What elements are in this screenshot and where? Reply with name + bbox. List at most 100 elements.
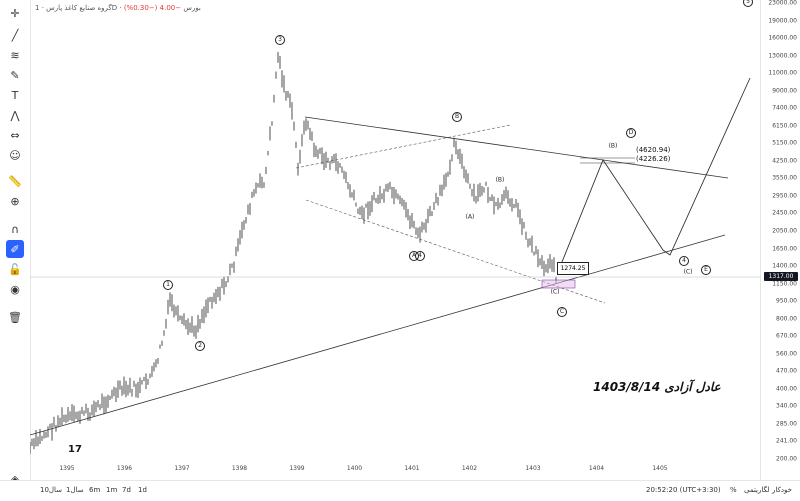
long-support-line bbox=[29, 234, 726, 436]
price-tick-label: 6150.00 bbox=[772, 122, 797, 130]
interval[interactable]: 1D bbox=[35, 4, 118, 12]
wave-label-3: 3 bbox=[275, 35, 285, 45]
time-tick-label: 1399 bbox=[289, 465, 305, 472]
symbol-header: گروه صنایع کاغذ پارس · 1D · بورس −4.00 (… bbox=[35, 4, 201, 12]
price-tick-label: 19000.00 bbox=[768, 17, 797, 25]
auto-toggle[interactable]: خودکار bbox=[772, 486, 792, 494]
price-tick-label: 241.00 bbox=[776, 437, 797, 445]
price-tick-label: 9000.00 bbox=[772, 87, 797, 95]
eye-icon[interactable]: ◉ bbox=[10, 282, 20, 296]
wave-label-4-overlap: 4 bbox=[415, 251, 425, 261]
wave-label-2: 2 bbox=[195, 341, 205, 351]
price-tick-label: 340.00 bbox=[776, 402, 797, 410]
emoji-icon[interactable]: ☺ bbox=[9, 148, 21, 162]
time-tick-label: 1397 bbox=[174, 465, 190, 472]
pattern-icon[interactable]: ⋀ bbox=[10, 108, 20, 122]
time-axis[interactable]: 1395 1396 1397 1398 1399 1400 1401 1402 1403 1404… bbox=[30, 455, 760, 480]
price-tick-label: 200.00 bbox=[776, 455, 797, 463]
time-tick-label: 1404 bbox=[588, 465, 605, 472]
range-10y[interactable]: 10سال bbox=[40, 486, 63, 494]
layers-icon[interactable]: ◈ bbox=[10, 472, 20, 486]
time-tick-label: 1395 bbox=[59, 465, 75, 472]
price-tick-label: 23000.00 bbox=[768, 0, 797, 7]
exchange: بورس bbox=[183, 4, 201, 12]
percent-toggle[interactable]: % bbox=[730, 486, 737, 494]
range-1y[interactable]: 1سال bbox=[66, 486, 84, 494]
price-axis[interactable]: 1317.00 23000.00 19000.00 16000.00 13000.00… bbox=[760, 0, 800, 480]
price-tick-label: 1400.00 bbox=[772, 262, 797, 270]
target-value-1: (4620.94) bbox=[636, 146, 671, 154]
time-tick-label: 1396 bbox=[116, 465, 133, 472]
zoom-in-icon[interactable]: ⊕ bbox=[10, 194, 20, 208]
wave-label-5: 5 bbox=[743, 0, 753, 7]
price-callout: 1274.25 bbox=[557, 262, 589, 275]
wave-label-sub-B: (B) bbox=[495, 176, 505, 184]
wave-label-4: 4 bbox=[679, 256, 689, 266]
range-1m[interactable]: 1m bbox=[106, 486, 118, 494]
price-tick-label: 670.00 bbox=[776, 332, 797, 340]
trash-icon[interactable]: 🗑 bbox=[8, 310, 22, 324]
price-tick-label: 2450.00 bbox=[772, 209, 797, 217]
time-tick-label: 1405 bbox=[652, 465, 668, 472]
drawing-toolbar: ✛ ╱ ≋ ✎ T ⋀ ⇔ ☺ 📏 ⊕ ∩ ✐ 🔓 ◉ 🗑 ◈ bbox=[0, 0, 31, 486]
price-tick-label: 3550.00 bbox=[772, 174, 797, 182]
price-tick-label: 16000.00 bbox=[768, 34, 797, 42]
range-6m[interactable]: 6m bbox=[89, 486, 101, 494]
stay-drawing-icon[interactable]: ✐ bbox=[6, 240, 24, 258]
range-7d[interactable]: 7d bbox=[122, 486, 131, 494]
channel-upper-dashed bbox=[295, 124, 511, 169]
wave-label-C: C bbox=[557, 307, 567, 317]
log-toggle[interactable]: لگاریتمی bbox=[744, 486, 770, 494]
price-tick-label: 950.00 bbox=[776, 297, 797, 305]
measure-icon[interactable]: ⇔ bbox=[10, 128, 20, 142]
time-tick-label: 1402 bbox=[461, 465, 478, 472]
time-tick-label: 1401 bbox=[404, 465, 420, 472]
price-tick-label: 400.00 bbox=[776, 385, 797, 393]
price-tick-label: 560.00 bbox=[776, 350, 797, 358]
crosshair-icon[interactable]: ✛ bbox=[10, 6, 20, 20]
lock-icon[interactable]: 🔓 bbox=[8, 262, 22, 276]
time-tick-label: 1400 bbox=[346, 465, 363, 472]
price-tick-label: 285.00 bbox=[776, 420, 797, 428]
clock: 20:52:20 (UTC+3:30) bbox=[646, 486, 721, 494]
wave-label-1: 1 bbox=[163, 280, 173, 290]
time-tick-label: 1398 bbox=[231, 465, 248, 472]
price-tick-label: 1150.00 bbox=[772, 280, 797, 288]
range-1d[interactable]: 1d bbox=[138, 486, 147, 494]
channel-lower-dashed bbox=[305, 199, 606, 304]
wave-label-D: D bbox=[626, 128, 636, 138]
upper-trend-line bbox=[304, 116, 729, 179]
wave-label-proj-B: (B) bbox=[608, 142, 618, 150]
wave-label-proj-C: (C) bbox=[683, 268, 693, 276]
price-chart[interactable] bbox=[29, 0, 760, 480]
projected-path bbox=[557, 77, 751, 273]
price-tick-label: 470.00 bbox=[776, 367, 797, 375]
wave-label-B: B bbox=[452, 112, 462, 122]
price-tick-label: 5150.00 bbox=[772, 139, 797, 147]
wave-label-sub-A: (A) bbox=[465, 213, 475, 221]
brush-icon[interactable]: ✎ bbox=[10, 68, 20, 82]
price-tick-label: 4250.00 bbox=[772, 157, 797, 165]
price-tick-label: 1650.00 bbox=[772, 245, 797, 253]
symbol-name[interactable]: گروه صنایع کاغذ پارس bbox=[46, 4, 112, 12]
current-price-tag: 1317.00 bbox=[764, 272, 798, 281]
magnet-icon[interactable]: ∩ bbox=[10, 222, 20, 236]
target-value-2: (4226.26) bbox=[636, 155, 671, 163]
price-tick-label: 2950.00 bbox=[772, 192, 797, 200]
trend-line-icon[interactable]: ╱ bbox=[11, 28, 19, 42]
price-tick-label: 800.00 bbox=[776, 315, 797, 323]
bottom-toolbar: 10سال 1سال 6m 1m 7d 1d 20:52:20 (UTC+3:3… bbox=[0, 480, 800, 501]
fib-icon[interactable]: ≋ bbox=[10, 48, 20, 62]
tradingview-logo: 17 bbox=[68, 444, 82, 455]
author-annotation: عادل آزادی 1403/8/14 bbox=[593, 380, 721, 394]
wave-label-sub-C: (C) bbox=[550, 288, 560, 296]
price-tick-label: 13000.00 bbox=[768, 52, 797, 60]
price-tick-label: 2050.00 bbox=[772, 227, 797, 235]
price-tick-label: 7400.00 bbox=[772, 104, 797, 112]
text-icon[interactable]: T bbox=[11, 88, 19, 102]
ruler-icon[interactable]: 📏 bbox=[8, 174, 22, 188]
range-box bbox=[541, 279, 576, 289]
time-tick-label: 1403 bbox=[525, 465, 541, 472]
chart-area[interactable]: 1 2 3 4 5 A B C D E (A) (B) (C) (B) (C) … bbox=[29, 0, 760, 480]
price-tick-label: 11000.00 bbox=[768, 69, 797, 77]
